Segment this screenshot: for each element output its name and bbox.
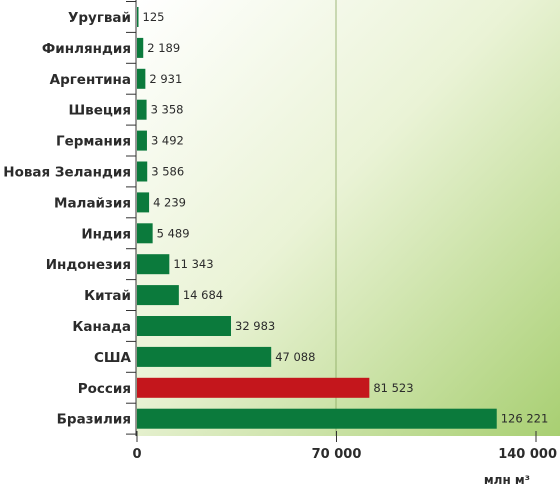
category-label-4: Германия	[56, 134, 131, 150]
value-label-2: 2 931	[149, 72, 182, 86]
bar-10	[137, 316, 232, 336]
value-label-12: 81 523	[373, 381, 413, 395]
value-label-13: 126 221	[501, 412, 549, 426]
category-label-10: Канада	[72, 319, 131, 335]
bar-11	[137, 346, 272, 367]
category-label-8: Индонезия	[46, 257, 131, 273]
x-tick-label-1: 70 000	[312, 447, 362, 462]
category-label-1: Финляндия	[42, 41, 131, 57]
plot-background	[136, 0, 560, 436]
value-label-7: 5 489	[157, 226, 190, 240]
bar-3	[137, 99, 147, 120]
category-label-0: Уругвай	[68, 10, 131, 26]
category-label-5: Новая Зеландия	[3, 165, 131, 181]
bar-12	[137, 377, 370, 398]
bar-2	[137, 68, 146, 89]
category-label-11: США	[94, 350, 132, 366]
value-label-9: 14 684	[183, 288, 223, 302]
category-label-12: Россия	[78, 381, 131, 397]
value-label-8: 11 343	[173, 257, 213, 271]
bar-1	[137, 37, 144, 58]
x-tick-label-2: 140 000	[498, 447, 557, 462]
category-label-9: Китай	[84, 288, 131, 304]
bar-7	[137, 223, 153, 244]
value-label-3: 3 358	[151, 103, 184, 117]
bar-4	[137, 130, 147, 151]
bar-0	[137, 7, 139, 27]
bar-13	[137, 408, 497, 429]
value-label-11: 47 088	[275, 350, 315, 364]
value-label-10: 32 983	[235, 319, 275, 333]
bar-9	[137, 285, 179, 306]
value-label-5: 3 586	[151, 165, 184, 179]
bar-5	[137, 161, 148, 182]
value-label-0: 125	[143, 10, 165, 24]
value-label-1: 2 189	[147, 41, 180, 55]
x-axis-unit-label: млн м³	[484, 473, 530, 487]
value-label-6: 4 239	[153, 195, 186, 209]
bar-6	[137, 192, 150, 213]
category-label-2: Аргентина	[50, 72, 131, 88]
category-label-6: Малайзия	[54, 195, 131, 211]
category-label-13: Бразилия	[57, 412, 131, 428]
x-tick-label-0: 0	[132, 447, 141, 462]
category-label-7: Индия	[81, 226, 131, 242]
category-label-3: Швеция	[68, 103, 131, 119]
bar-8	[137, 254, 170, 275]
value-label-4: 3 492	[151, 134, 184, 148]
